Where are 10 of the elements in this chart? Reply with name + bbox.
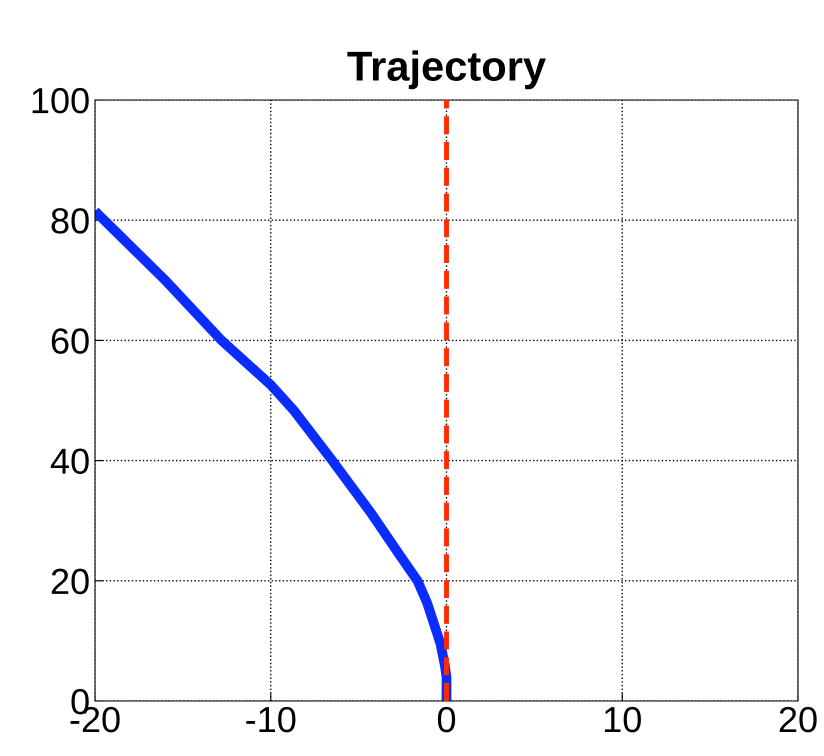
x-tick-label: 0 <box>438 706 456 732</box>
x-tick-label: 20 <box>780 706 817 732</box>
y-tick-label: 60 <box>52 328 89 354</box>
y-tick-label: 40 <box>50 448 89 474</box>
y-tick-label: 80 <box>52 208 89 234</box>
x-tick-label: 10 <box>604 706 641 732</box>
y-tick-label: 100 <box>32 88 89 114</box>
x-tick-label: -10 <box>246 706 296 732</box>
chart-title: Trajectory <box>347 50 546 90</box>
y-tick-label: 20 <box>52 568 89 594</box>
